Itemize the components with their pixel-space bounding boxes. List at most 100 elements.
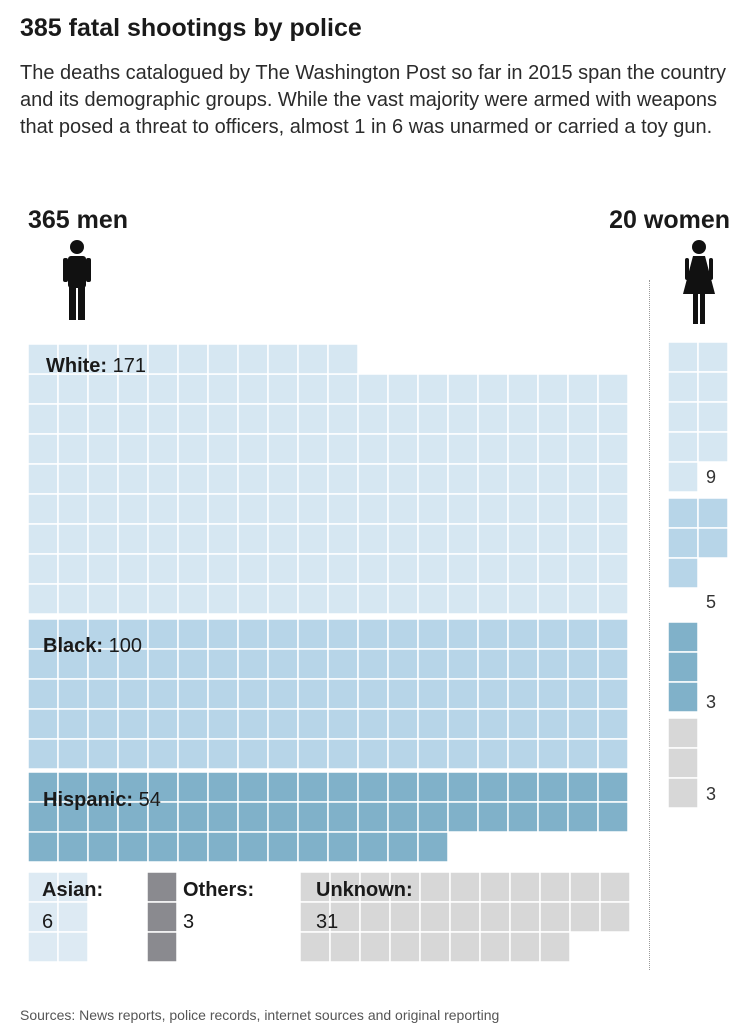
waffle-cell-men-white <box>117 553 149 585</box>
waffle-cell-men-hispanic <box>387 831 419 863</box>
waffle-cell-men-black <box>417 648 449 680</box>
waffle-cell-men-white <box>207 583 239 615</box>
waffle-cell-men-hispanic <box>477 801 509 833</box>
waffle-cell-men-white <box>237 403 269 435</box>
waffle-cell-men-hispanic <box>87 831 119 863</box>
waffle-cell-men-hispanic <box>417 801 449 833</box>
waffle-cell-men-white <box>417 523 449 555</box>
women-unknown-value: 3 <box>706 784 717 804</box>
waffle-cell-men-unknown <box>479 901 511 933</box>
waffle-cell-men-white <box>357 463 389 495</box>
waffle-cell-men-hispanic <box>237 801 269 833</box>
waffle-cell-men-white <box>387 403 419 435</box>
waffle-cell-men-black <box>477 708 509 740</box>
waffle-cell-men-white <box>267 433 299 465</box>
waffle-cell-men-black <box>417 678 449 710</box>
waffle-cell-men-black <box>567 618 599 650</box>
waffle-cell-men-black <box>537 618 569 650</box>
waffle-cell-men-black <box>237 618 269 650</box>
waffle-cell-men-white <box>297 583 329 615</box>
waffle-cell-men-white <box>567 403 599 435</box>
waffle-cell-men-black <box>267 738 299 770</box>
waffle-cell-men-white <box>237 463 269 495</box>
waffle-cell-women-hispanic <box>667 621 699 653</box>
waffle-cell-men-hispanic <box>57 831 89 863</box>
waffle-cell-men-white <box>267 493 299 525</box>
waffle-cell-men-white <box>117 463 149 495</box>
waffle-cell-men-white <box>117 523 149 555</box>
waffle-cell-men-white <box>357 433 389 465</box>
waffle-cell-men-hispanic <box>27 831 59 863</box>
waffle-cell-men-unknown <box>539 901 571 933</box>
waffle-cell-men-hispanic <box>327 801 359 833</box>
waffle-cell-men-black <box>87 678 119 710</box>
waffle-cell-women-black <box>667 527 699 559</box>
waffle-cell-men-white <box>327 553 359 585</box>
waffle-cell-men-hispanic <box>567 771 599 803</box>
waffle-cell-men-white <box>447 433 479 465</box>
waffle-cell-men-white <box>87 403 119 435</box>
waffle-cell-men-hispanic <box>477 771 509 803</box>
waffle-cell-men-white <box>237 343 269 375</box>
waffle-cell-men-black <box>327 738 359 770</box>
waffle-cell-men-white <box>297 343 329 375</box>
waffle-cell-men-white <box>267 583 299 615</box>
waffle-cell-men-white <box>507 523 539 555</box>
waffle-cell-men-white <box>237 493 269 525</box>
waffle-cell-women-black <box>697 497 729 529</box>
waffle-cell-men-white <box>387 373 419 405</box>
waffle-cell-men-white <box>597 433 629 465</box>
waffle-cell-men-hispanic <box>327 771 359 803</box>
waffle-cell-men-white <box>597 463 629 495</box>
waffle-cell-men-hispanic <box>357 771 389 803</box>
waffle-cell-men-white <box>147 553 179 585</box>
waffle-cell-men-white <box>267 373 299 405</box>
waffle-cell-men-black <box>597 708 629 740</box>
waffle-cell-men-black <box>597 618 629 650</box>
waffle-cell-men-black <box>567 738 599 770</box>
waffle-cell-men-white <box>117 403 149 435</box>
waffle-cell-men-white <box>447 463 479 495</box>
waffle-cell-men-black <box>267 618 299 650</box>
waffle-cell-men-white <box>207 343 239 375</box>
waffle-cell-men-white <box>357 403 389 435</box>
waffle-cell-men-white <box>297 523 329 555</box>
waffle-cell-men-white <box>537 433 569 465</box>
waffle-cell-men-white <box>417 583 449 615</box>
waffle-cell-men-white <box>357 493 389 525</box>
waffle-cell-men-white <box>327 493 359 525</box>
waffle-cell-men-black <box>57 678 89 710</box>
waffle-cell-men-black <box>207 618 239 650</box>
waffle-cell-men-white <box>387 523 419 555</box>
waffle-cell-men-black <box>357 738 389 770</box>
waffle-cell-men-white <box>597 403 629 435</box>
waffle-cell-men-black <box>147 738 179 770</box>
waffle-cell-women-white <box>697 431 729 463</box>
waffle-cell-women-white <box>697 401 729 433</box>
chart-title: 385 fatal shootings by police <box>20 14 362 42</box>
waffle-cell-men-unknown <box>389 931 421 963</box>
waffle-cell-men-hispanic <box>537 801 569 833</box>
waffle-cell-men-hispanic <box>417 831 449 863</box>
waffle-cell-men-unknown <box>419 901 451 933</box>
waffle-cell-men-white <box>327 403 359 435</box>
waffle-cell-men-unknown <box>419 871 451 903</box>
waffle-cell-men-white <box>87 463 119 495</box>
waffle-cell-men-unknown <box>539 931 571 963</box>
waffle-cell-men-white <box>267 553 299 585</box>
waffle-cell-men-white <box>477 583 509 615</box>
waffle-cell-men-hispanic <box>177 771 209 803</box>
waffle-cell-men-white <box>537 553 569 585</box>
waffle-cell-men-black <box>117 678 149 710</box>
waffle-cell-men-hispanic <box>147 831 179 863</box>
waffle-cell-men-black <box>297 618 329 650</box>
waffle-cell-men-white <box>417 373 449 405</box>
waffle-cell-men-black <box>537 708 569 740</box>
waffle-cell-men-black <box>327 708 359 740</box>
waffle-cell-men-white <box>567 433 599 465</box>
waffle-cell-men-white <box>237 583 269 615</box>
waffle-cell-women-hispanic <box>667 681 699 713</box>
waffle-cell-men-white <box>177 433 209 465</box>
waffle-cell-men-white <box>507 463 539 495</box>
